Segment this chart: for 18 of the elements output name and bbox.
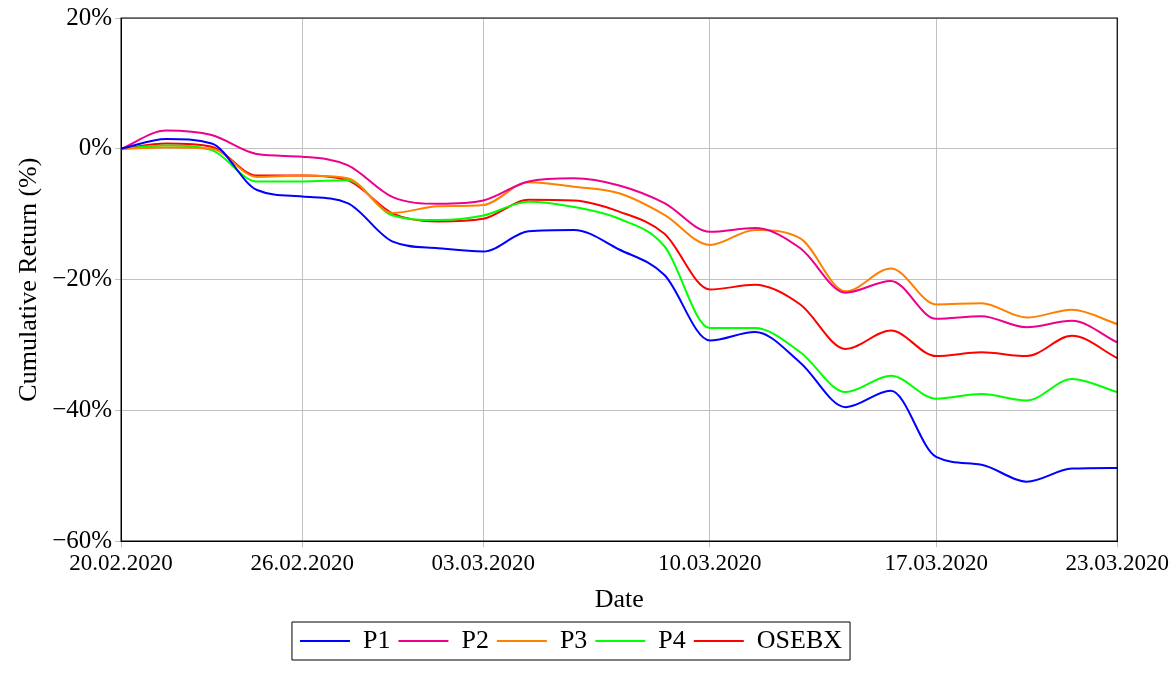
y-tick-label: 20%	[66, 2, 113, 30]
y-tick-label: −60%	[52, 525, 113, 553]
legend-label: OSEBX	[756, 624, 843, 654]
x-tick-label: 23.03.2020	[1065, 550, 1169, 576]
x-axis-title: Date	[594, 584, 644, 614]
legend-label: P1	[362, 624, 391, 654]
y-tick-label: −40%	[52, 394, 113, 422]
legend-label: P4	[658, 624, 686, 654]
x-tick-label: 03.03.2020	[431, 550, 536, 576]
x-tick-label: 17.03.2020	[884, 550, 988, 576]
x-tick-label: 20.02.2020	[69, 550, 173, 576]
x-tick-label: 10.03.2020	[657, 550, 762, 576]
legend-label: P2	[461, 624, 489, 654]
legend-label: P3	[559, 624, 588, 654]
y-tick-label: 0%	[78, 133, 113, 161]
x-tick-label: 26.02.2020	[250, 550, 354, 576]
y-tick-label: −20%	[52, 264, 113, 292]
y-axis-title: Cumulative Return (%)	[13, 157, 43, 402]
